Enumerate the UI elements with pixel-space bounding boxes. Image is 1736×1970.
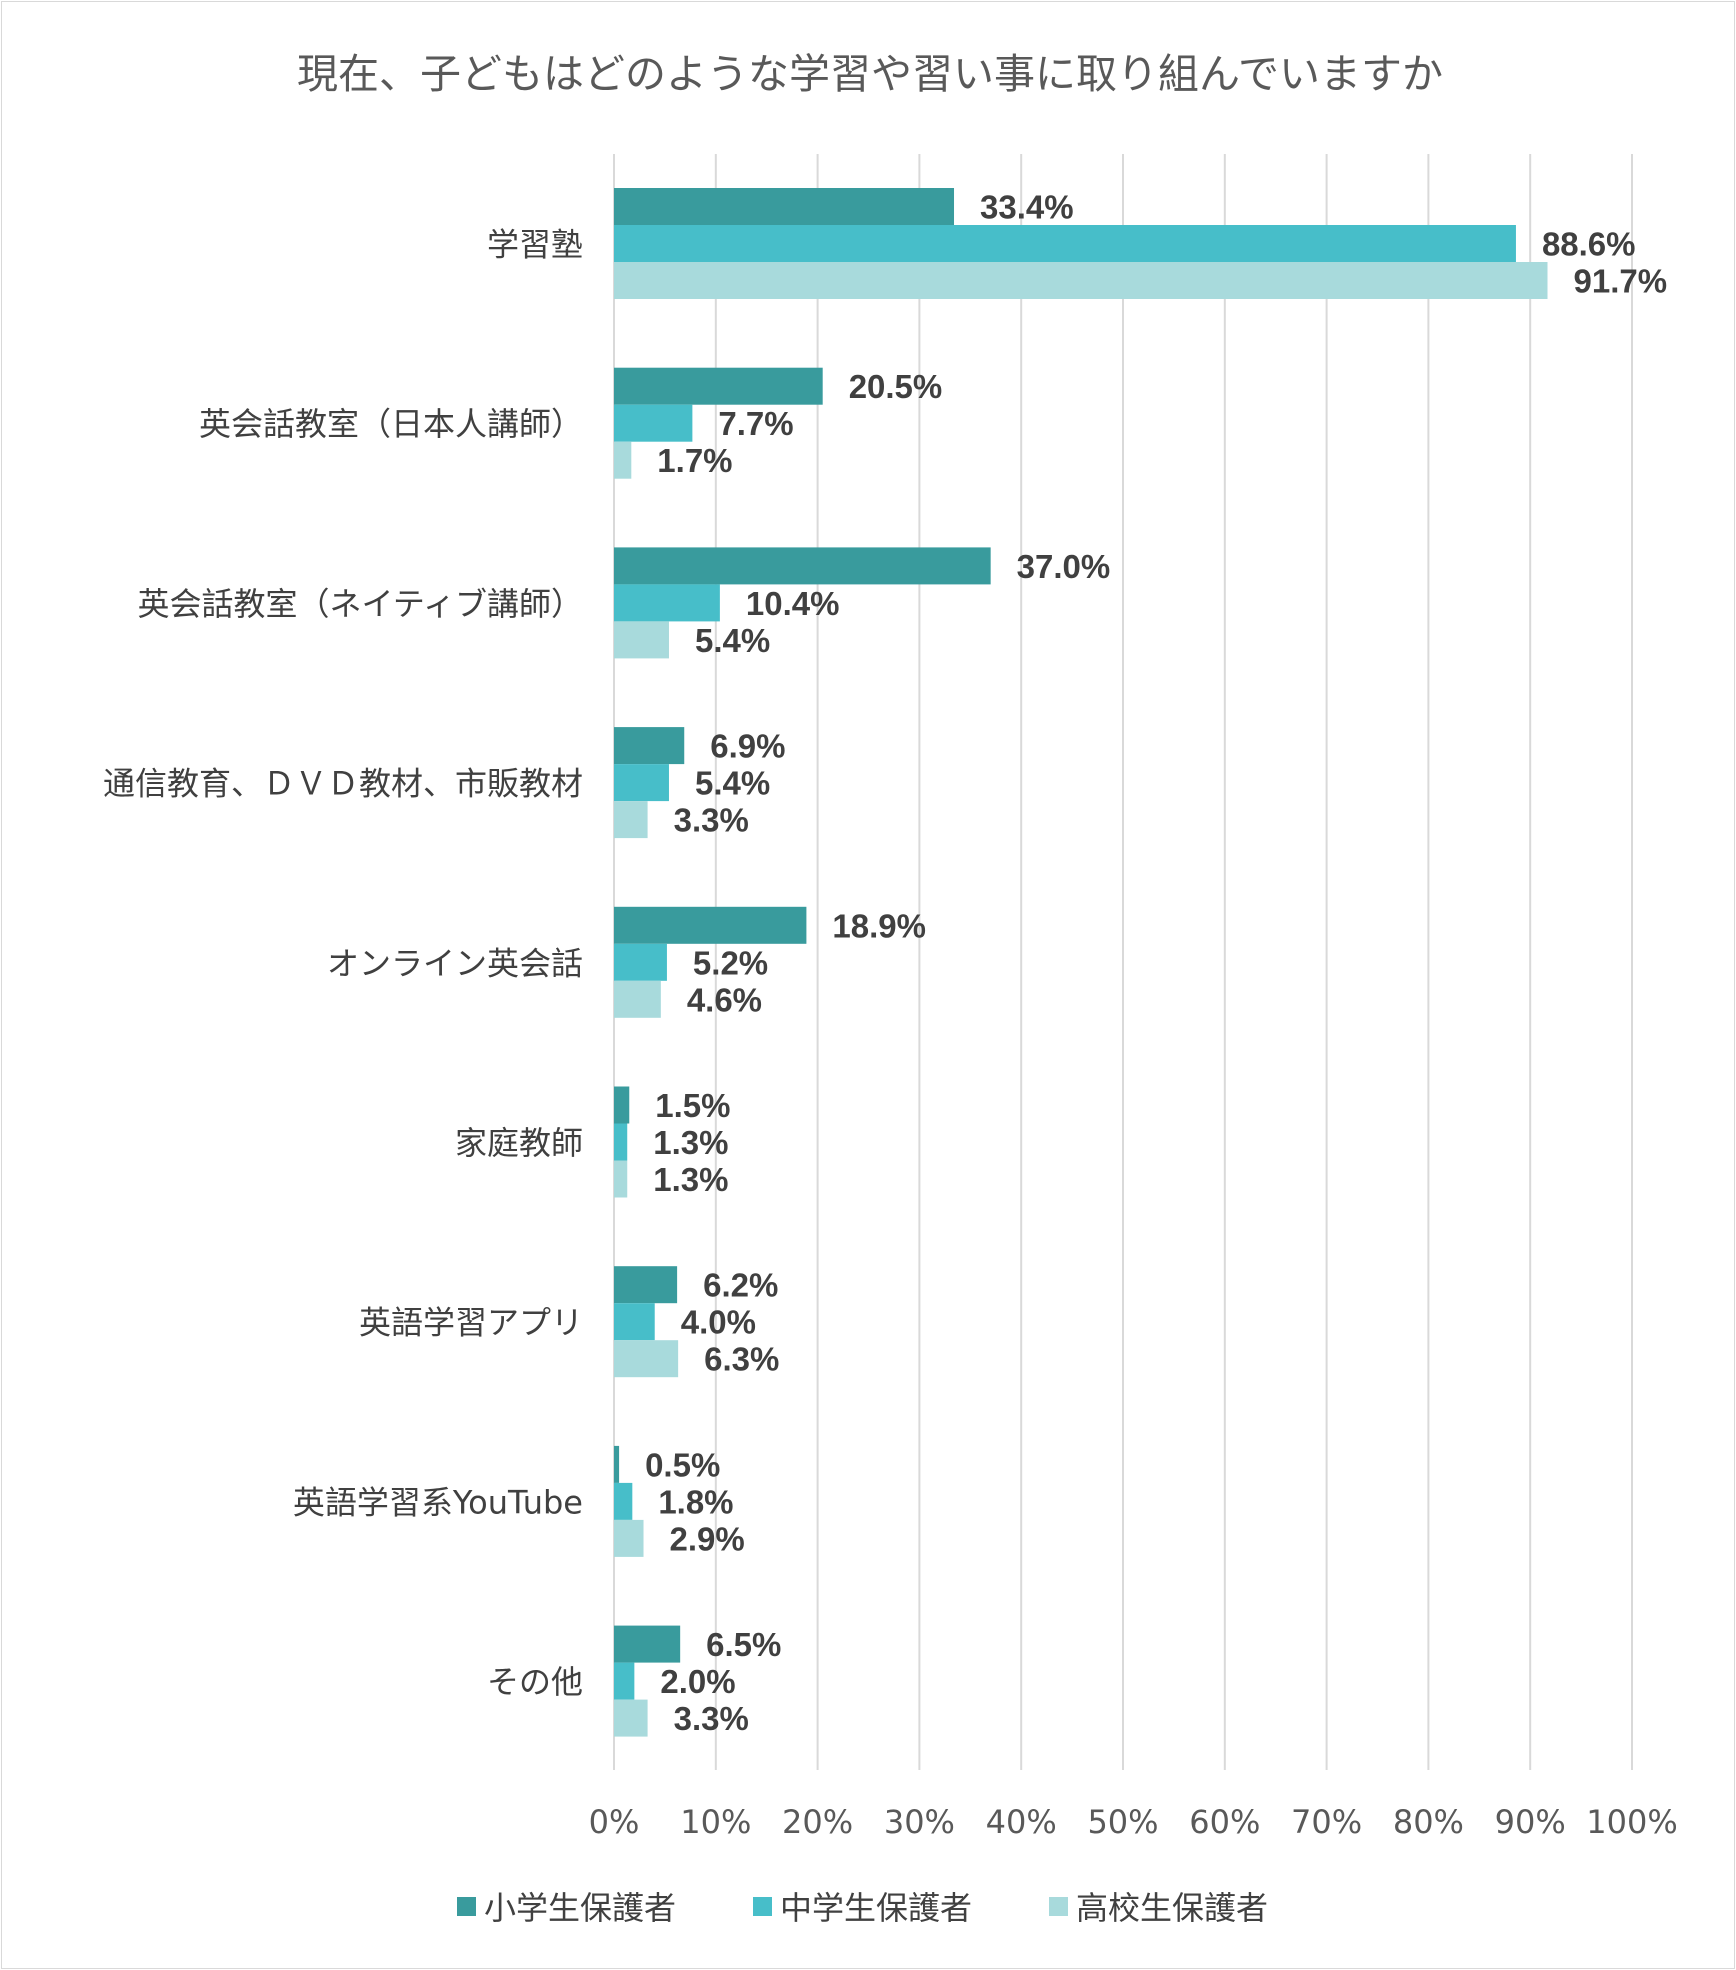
legend-swatch (457, 1897, 476, 1916)
bar (614, 1445, 620, 1483)
legend: 小学生保護者 中学生保護者 高校生保護者 (457, 1889, 1268, 1927)
category-label: 英語学習アプリ (359, 1304, 583, 1342)
category-label: 家庭教師 (455, 1124, 583, 1162)
x-axis-ticks: 0% 10% 20% 30% 40% 50% 60% 70% 80% 90% 100% (589, 1803, 1678, 1841)
bar (614, 1303, 655, 1341)
x-tick-label: 90% (1495, 1803, 1566, 1841)
legend-swatch (1049, 1897, 1068, 1916)
value-labels: 33.4%88.6%91.7%20.5%7.7%1.7%37.0%10.4%5.… (645, 189, 1667, 1738)
legend-label: 小学生保護者 (484, 1889, 676, 1927)
chart-title: 現在、子どもはどのような学習や習い事に取り組んでいますか (297, 50, 1443, 98)
category-label: その他 (487, 1663, 583, 1701)
x-tick-label: 80% (1393, 1803, 1464, 1841)
data-label: 5.2% (693, 944, 768, 981)
bar (614, 801, 648, 839)
category-label: 通信教育、ＤＶＤ教材、市販教材 (103, 765, 583, 803)
x-tick-label: 60% (1189, 1803, 1260, 1841)
data-label: 3.3% (674, 802, 749, 839)
data-label: 37.0% (1017, 548, 1111, 585)
data-label: 1.8% (658, 1483, 733, 1520)
bar (614, 404, 693, 442)
data-label: 4.0% (681, 1304, 756, 1341)
data-label: 5.4% (695, 765, 770, 802)
bar (614, 1266, 678, 1304)
bar (614, 1086, 630, 1124)
bar (614, 1482, 633, 1520)
data-label: 10.4% (746, 585, 840, 622)
bar (614, 621, 669, 659)
x-tick-label: 10% (680, 1803, 751, 1841)
data-label: 1.5% (655, 1087, 730, 1124)
gridlines (613, 154, 1633, 1770)
bar (614, 441, 632, 479)
data-label: 2.0% (660, 1663, 735, 1700)
bar (614, 1123, 628, 1161)
bar (614, 727, 685, 765)
bar (614, 906, 807, 944)
x-tick-label: 70% (1291, 1803, 1362, 1841)
legend-swatch (753, 1897, 772, 1916)
data-label: 3.3% (674, 1700, 749, 1737)
legend-label: 高校生保護者 (1076, 1889, 1268, 1927)
data-label: 5.4% (695, 622, 770, 659)
data-label: 0.5% (645, 1446, 720, 1483)
bar (614, 980, 661, 1018)
bar (614, 1519, 644, 1557)
bar (614, 1699, 648, 1737)
data-label: 6.5% (706, 1626, 781, 1663)
bar (614, 584, 720, 622)
data-label: 33.4% (980, 189, 1074, 226)
data-label: 20.5% (849, 368, 943, 405)
data-label: 1.3% (653, 1161, 728, 1198)
data-label: 88.6% (1542, 226, 1636, 263)
bar (614, 547, 991, 585)
category-label: 英会話教室（ネイティブ講師） (138, 585, 583, 623)
bar (614, 225, 1516, 262)
category-label: 学習塾 (487, 226, 583, 264)
x-tick-label: 100% (1586, 1803, 1677, 1841)
x-tick-label: 30% (884, 1803, 955, 1841)
bar (614, 764, 669, 802)
x-tick-label: 40% (986, 1803, 1057, 1841)
legend-label: 中学生保護者 (780, 1889, 972, 1927)
x-tick-label: 50% (1087, 1803, 1158, 1841)
bars (614, 188, 1548, 1737)
x-tick-label: 20% (782, 1803, 853, 1841)
data-label: 1.7% (657, 442, 732, 479)
category-label: 英会話教室（日本人講師） (199, 405, 583, 443)
data-label: 7.7% (718, 405, 793, 442)
data-label: 18.9% (832, 907, 926, 944)
data-label: 91.7% (1574, 263, 1668, 300)
bar (614, 188, 955, 225)
data-label: 2.9% (670, 1520, 745, 1557)
category-label: 英語学習系YouTube (293, 1483, 583, 1521)
data-label: 6.2% (703, 1267, 778, 1304)
bar (614, 367, 823, 405)
data-label: 1.3% (653, 1124, 728, 1161)
bar (614, 262, 1548, 299)
data-label: 4.6% (687, 981, 762, 1018)
bar (614, 1340, 679, 1378)
x-tick-label: 0% (589, 1803, 640, 1841)
data-label: 6.9% (710, 728, 785, 765)
data-label: 6.3% (704, 1341, 779, 1378)
bar (614, 1662, 635, 1700)
bar (614, 943, 667, 981)
bar (614, 1160, 628, 1198)
bar (614, 1625, 681, 1663)
category-label: オンライン英会話 (327, 944, 583, 982)
